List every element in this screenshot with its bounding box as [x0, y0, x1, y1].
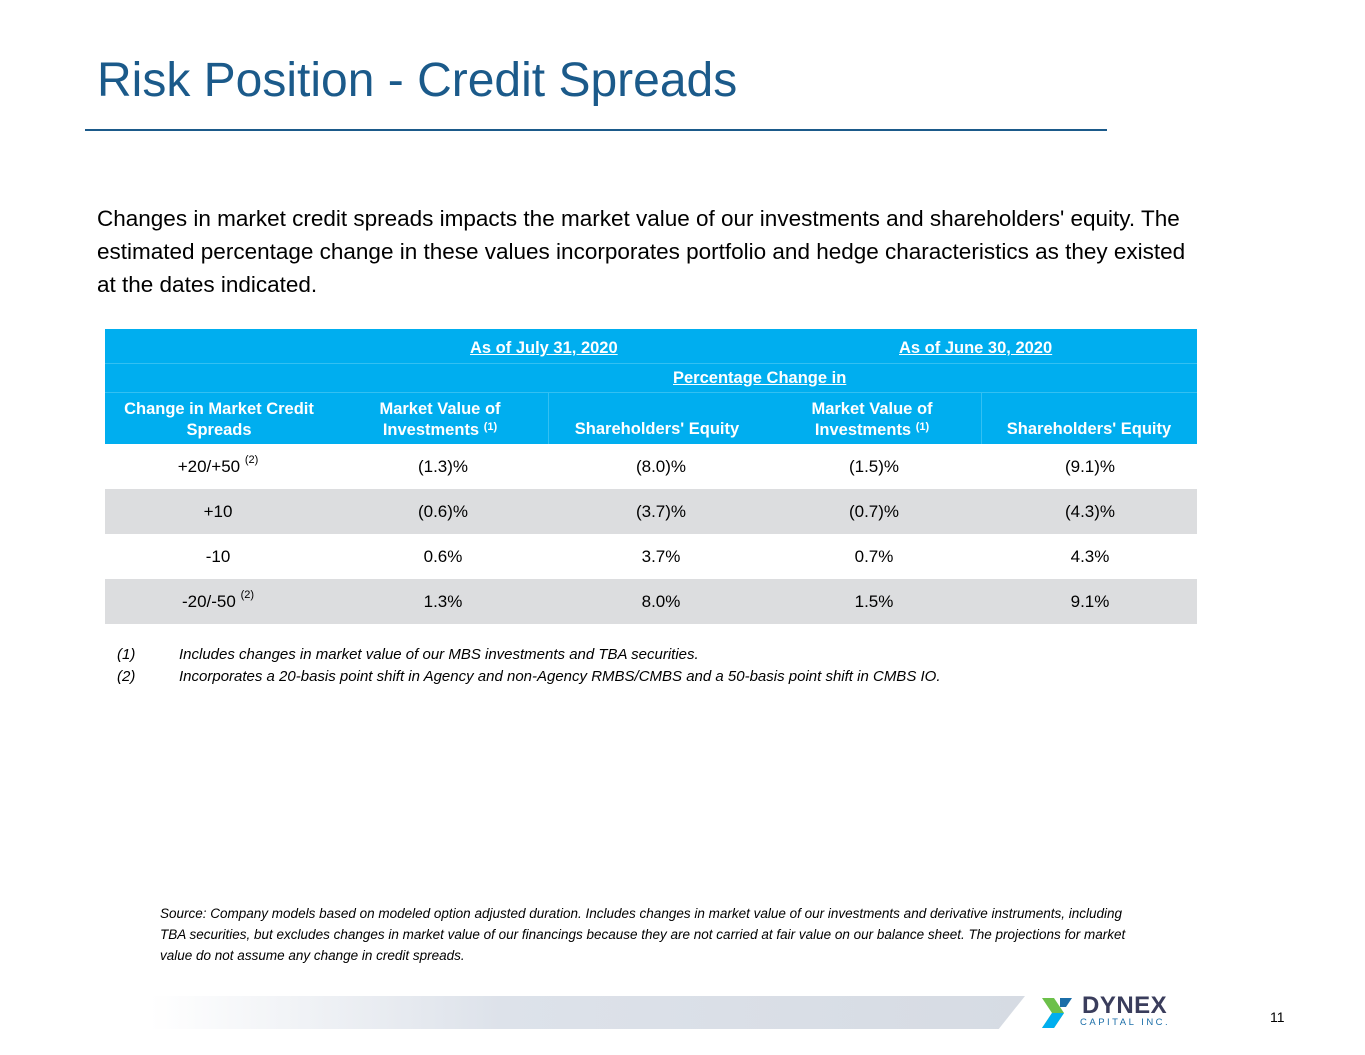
footnote-number: (1) — [117, 646, 136, 663]
footnote-ref: (2) — [240, 588, 255, 601]
col-header-se1: Shareholders' Equity — [574, 420, 740, 438]
footnote-number: (2) — [117, 668, 136, 685]
row-label: -20/-50 (2) — [143, 588, 293, 612]
cell-mv2: 0.7% — [854, 546, 894, 566]
header-period-row: As of July 31, 2020 As of June 30, 2020 — [105, 329, 1197, 364]
footnote-2: (2) Incorporates a 20-basis point shift i… — [117, 668, 941, 685]
header-subheader-row: Percentage Change in — [105, 364, 1197, 393]
footnote-ref: (2) — [244, 453, 259, 466]
logo-wordmark: DYNEX — [1082, 992, 1168, 1019]
col-header-mv1-line1: Market Value of — [379, 400, 501, 418]
source-note: Source: Company models based on modeled … — [160, 906, 1126, 963]
cell-se2: (9.1)% — [1064, 456, 1116, 476]
cell-se1: 8.0% — [641, 591, 681, 611]
cell-se2: (4.3)% — [1064, 501, 1116, 521]
cell-se1: 3.7% — [641, 546, 681, 566]
cell-mv2: (0.7)% — [848, 501, 900, 521]
title-divider — [85, 129, 1107, 131]
row-label-text: +20/+50 — [177, 456, 241, 476]
dynex-logo: DYNEX CAPITAL INC. — [1040, 992, 1180, 1030]
page-title: Risk Position - Credit Spreads — [97, 54, 738, 107]
row-label: +20/+50 (2) — [143, 453, 293, 477]
col-header-mv2: Market Value of Investments (1) — [777, 399, 967, 441]
logo-subtitle: CAPITAL INC. — [1080, 1017, 1171, 1028]
table-row: +10 (0.6)% (3.7)% (0.7)% (4.3)% — [105, 489, 1197, 534]
cell-mv2: 1.5% — [854, 591, 894, 611]
col-header-mv1-line2: Investments — [382, 421, 480, 439]
period-june-2020: As of June 30, 2020 — [899, 339, 1053, 357]
percentage-change-label: Percentage Change in — [673, 369, 847, 387]
cell-mv2: (1.5)% — [848, 456, 900, 476]
footnote-text: Includes changes in market value of our … — [179, 646, 699, 663]
row-label-text: -20/-50 — [181, 591, 236, 611]
cell-mv1: 0.6% — [423, 546, 463, 566]
col-header-change: Change in Market Credit Spreads — [105, 399, 333, 441]
column-separator — [981, 393, 982, 444]
cell-mv1: (0.6)% — [417, 501, 469, 521]
footer-bar — [150, 996, 1025, 1029]
page-number: 11 — [1270, 1009, 1285, 1025]
dynex-mark-icon — [1042, 998, 1072, 1028]
col-header-change-line1: Change in Market Credit — [124, 400, 314, 418]
period-july-2020: As of July 31, 2020 — [470, 339, 618, 357]
col-header-change-line2: Spreads — [186, 421, 252, 439]
table-row: +20/+50 (2) (1.3)% (8.0)% (1.5)% (9.1)% — [105, 444, 1197, 489]
col-header-se2: Shareholders' Equity — [1006, 420, 1172, 438]
intro-paragraph: Changes in market credit spreads impacts… — [97, 206, 1186, 297]
cell-mv1: 1.3% — [423, 591, 463, 611]
cell-se1: (8.0)% — [635, 456, 687, 476]
credit-spread-table: As of July 31, 2020 As of June 30, 2020 … — [105, 329, 1197, 624]
table-header: As of July 31, 2020 As of June 30, 2020 … — [105, 329, 1197, 444]
cell-mv1: (1.3)% — [417, 456, 469, 476]
col-header-mv2-line2: Investments — [814, 421, 912, 439]
footnote-text: Incorporates a 20-basis point shift in A… — [179, 668, 941, 685]
column-separator — [548, 393, 549, 444]
table-row: -10 0.6% 3.7% 0.7% 4.3% — [105, 534, 1197, 579]
footnote-1: (1) Includes changes in market value of o… — [117, 646, 699, 663]
row-label: +10 — [203, 501, 233, 521]
row-label: -10 — [205, 546, 231, 566]
footnote-ref: (1) — [483, 421, 498, 433]
cell-se2: 9.1% — [1070, 591, 1110, 611]
cell-se1: (3.7)% — [635, 501, 687, 521]
col-header-mv1: Market Value of Investments (1) — [345, 399, 535, 441]
cell-se2: 4.3% — [1070, 546, 1110, 566]
col-header-mv2-line1: Market Value of — [811, 400, 933, 418]
table-row: -20/-50 (2) 1.3% 8.0% 1.5% 9.1% — [105, 579, 1197, 624]
footnote-ref: (1) — [915, 421, 930, 433]
header-columns-row: Change in Market Credit Spreads Market V… — [105, 393, 1197, 444]
